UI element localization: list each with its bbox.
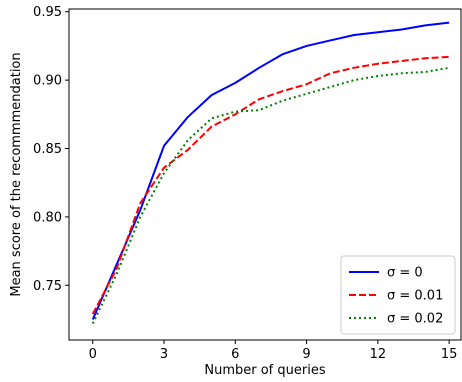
y-axis: 0.75 0.80 0.85 0.90 0.95: [33, 5, 69, 294]
y-tick-label: 0.95: [33, 5, 62, 20]
x-axis-label: Number of queries: [204, 363, 325, 378]
legend: σ = 0 σ = 0.01 σ = 0.02: [341, 256, 455, 334]
x-tick-label: 6: [231, 347, 239, 362]
legend-entry-0: σ = 0: [387, 266, 423, 281]
y-tick-label: 0.80: [33, 210, 62, 225]
x-tick-label: 0: [89, 347, 97, 362]
x-axis: 0 3 6 9 12 15: [89, 340, 458, 362]
legend-entry-1: σ = 0.01: [387, 289, 443, 304]
y-tick-label: 0.75: [33, 279, 62, 294]
y-tick-label: 0.90: [33, 74, 62, 89]
x-tick-label: 9: [302, 347, 310, 362]
legend-entry-2: σ = 0.02: [387, 312, 443, 327]
x-tick-label: 15: [441, 347, 458, 362]
x-tick-label: 3: [160, 347, 168, 362]
y-axis-label: Mean score of the recommmendation: [9, 52, 24, 296]
y-tick-label: 0.85: [33, 142, 62, 157]
x-tick-label: 12: [370, 347, 387, 362]
